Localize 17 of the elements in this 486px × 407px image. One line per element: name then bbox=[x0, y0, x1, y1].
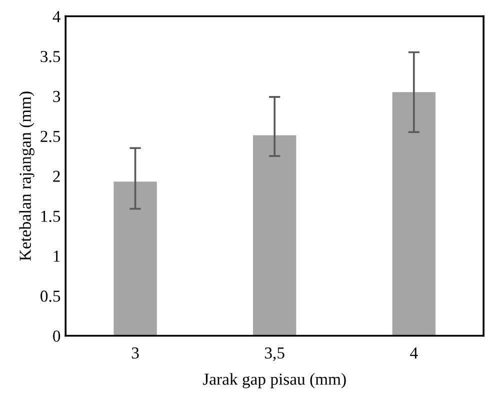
x-tick-label: 3 bbox=[132, 347, 139, 359]
x-tick-label: 3,5 bbox=[264, 347, 284, 362]
bar bbox=[252, 135, 296, 336]
y-tick-label: 0.5 bbox=[40, 290, 60, 302]
y-tick-label: 2 bbox=[53, 170, 60, 182]
bar bbox=[114, 182, 157, 336]
x-tick-label: 4 bbox=[410, 347, 418, 358]
y-tick-label: 4 bbox=[52, 11, 60, 22]
y-tick-label: 3.5 bbox=[40, 50, 60, 62]
x-axis-title: Jarak gap pisau (mm) bbox=[202, 373, 346, 388]
y-tick-label: 1 bbox=[54, 250, 60, 262]
bar bbox=[392, 92, 436, 336]
y-tick-label: 2.5 bbox=[40, 130, 60, 142]
y-tick-label: 0 bbox=[53, 330, 60, 342]
y-axis-title: Ketebalan rajangan (mm) bbox=[19, 92, 34, 261]
y-tick-label: 3 bbox=[53, 90, 60, 102]
y-tick-label: 1.5 bbox=[41, 210, 60, 222]
